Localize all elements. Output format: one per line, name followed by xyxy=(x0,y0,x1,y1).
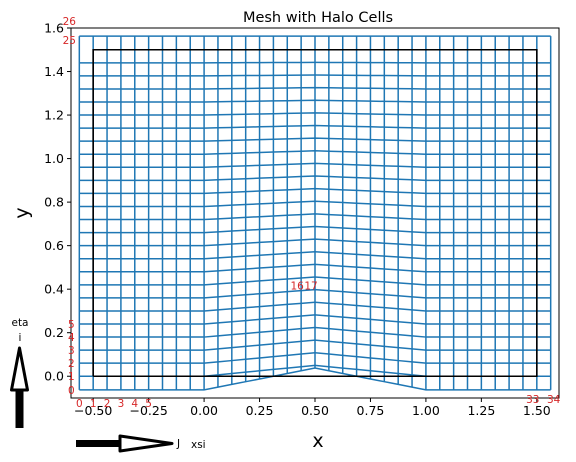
x-tick-label: −0.25 xyxy=(129,403,167,418)
x-tick-label: 1.25 xyxy=(467,403,495,418)
y-tick-label: 0.4 xyxy=(44,282,64,297)
xsi-arrow-head xyxy=(118,434,174,453)
j-index-label-left: 1 xyxy=(68,371,75,383)
xsi-arrow-shaft xyxy=(76,440,126,447)
eta-direction-arrow: eta i xyxy=(10,317,29,428)
x-tick-label: 0.25 xyxy=(246,403,274,418)
j-index-label-left: 0 xyxy=(68,385,75,397)
i-index-label-end: 33 xyxy=(526,394,539,406)
y-tick-label: 0.2 xyxy=(44,325,64,340)
y-tick-label: 1.2 xyxy=(44,108,64,123)
y-tick-label: 0.0 xyxy=(44,369,64,384)
i-index-label-bottom: 3 xyxy=(118,398,125,410)
i-index-label-bottom: 5 xyxy=(145,398,152,410)
x-axis-ticks: −0.50 −0.25 0.00 0.25 0.50 0.75 1.00 1.25 1.50 xyxy=(74,398,551,418)
j-index-label-left: 3 xyxy=(68,345,75,357)
y-axis-ticks: 0.0 0.2 0.4 0.6 0.8 1.0 1.2 1.4 1.6 xyxy=(44,21,71,384)
i-index-label-bottom: 0 xyxy=(76,398,83,410)
i-index-label-end: 34 xyxy=(547,394,561,406)
j-index-label-top: 26 xyxy=(63,16,77,28)
domain-boundary xyxy=(92,48,538,378)
j-index-label-left: 2 xyxy=(68,358,75,370)
y-tick-label: 1.6 xyxy=(44,21,64,36)
i-index-label-middle: 16 xyxy=(290,280,304,292)
j-index-label-left: 4 xyxy=(68,332,75,344)
eta-direction-label: eta xyxy=(11,317,28,329)
xsi-direction-arrow: J xsi xyxy=(76,434,206,453)
y-axis-label: y xyxy=(11,207,33,218)
x-tick-label: 0.50 xyxy=(301,403,329,418)
j-index-label-top: 25 xyxy=(63,35,76,47)
i-index-label-bottom: 1 xyxy=(90,398,97,410)
x-tick-label: −0.50 xyxy=(74,403,112,418)
j-index-label-left: 5 xyxy=(68,319,75,331)
x-tick-label: 1.00 xyxy=(412,403,440,418)
i-index-label-bottom: 2 xyxy=(104,398,111,410)
y-tick-label: 1.0 xyxy=(44,151,64,166)
chart-title: Mesh with Halo Cells xyxy=(243,10,393,26)
x-axis-label: x xyxy=(312,430,323,452)
domain-boundary-line xyxy=(92,48,538,378)
i-index-label-middle: 17 xyxy=(304,280,317,292)
x-tick-label: 0.00 xyxy=(190,403,218,418)
eta-arrow-head xyxy=(10,346,29,392)
x-tick-label: 1.50 xyxy=(523,403,551,418)
y-tick-label: 0.8 xyxy=(44,195,64,210)
eta-arrow-shaft xyxy=(15,380,24,428)
y-tick-label: 1.4 xyxy=(44,64,64,79)
xsi-index-label: J xyxy=(176,438,180,450)
mesh-grid xyxy=(78,35,552,391)
eta-index-label: i xyxy=(19,332,22,344)
mesh-row-line xyxy=(79,367,551,391)
y-tick-label: 0.6 xyxy=(44,238,64,253)
i-index-label-bottom: 4 xyxy=(131,398,138,410)
xsi-direction-label: xsi xyxy=(191,439,206,451)
x-tick-label: 0.75 xyxy=(357,403,385,418)
